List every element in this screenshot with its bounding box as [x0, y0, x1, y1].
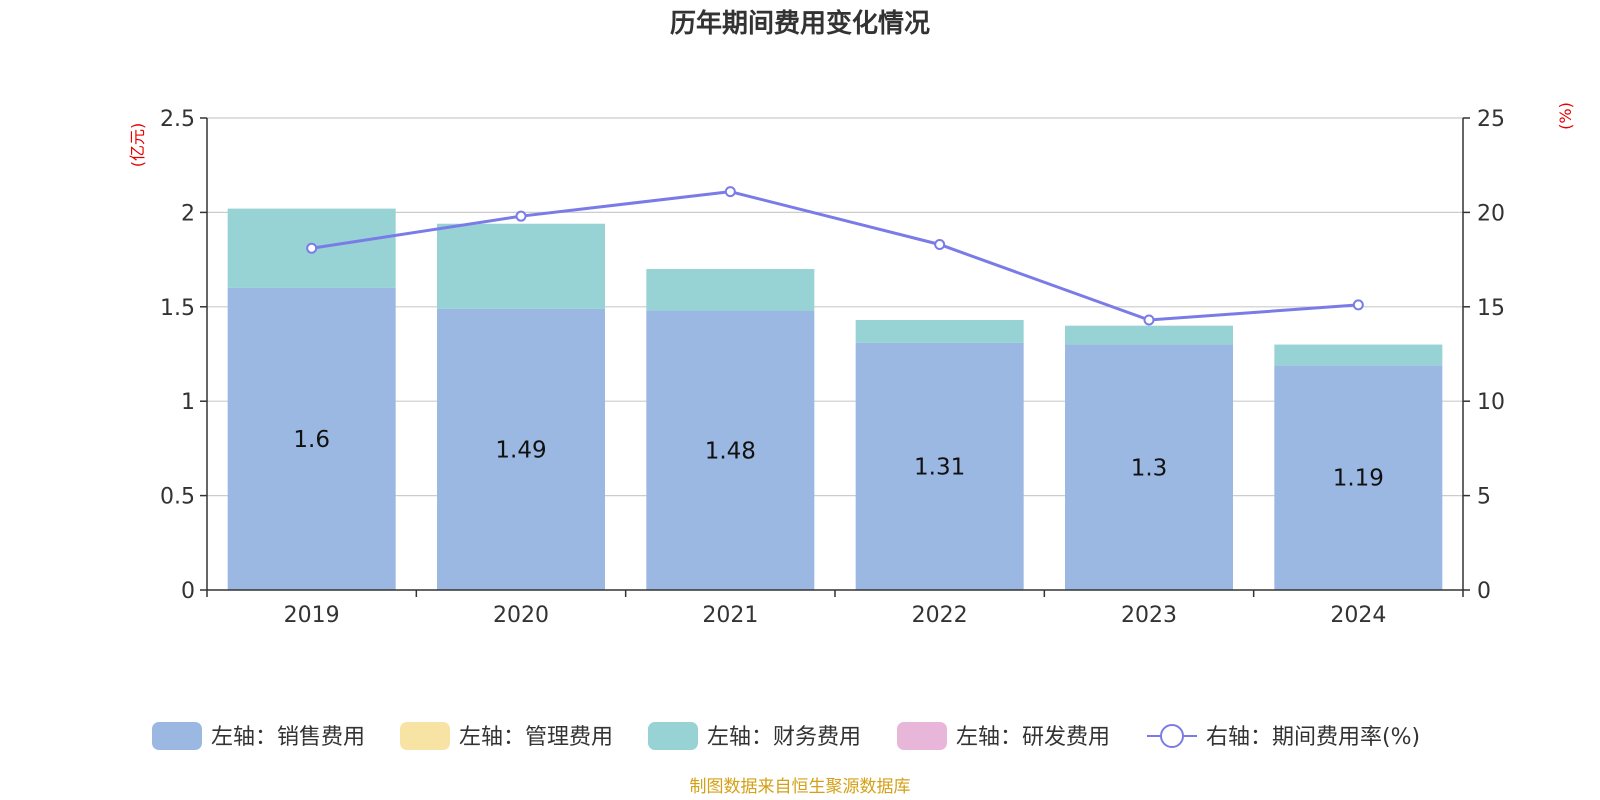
- legend-label[interactable]: 右轴：期间费用率(%): [1206, 725, 1420, 750]
- legend-marker[interactable]: [1160, 724, 1184, 748]
- bar-segment-0: [1065, 344, 1233, 590]
- left-axis-tick-label: 1.5: [160, 296, 195, 321]
- legend-label[interactable]: 左轴：管理费用: [459, 725, 613, 750]
- legend-swatch[interactable]: [152, 722, 202, 750]
- bar-segment-0: [437, 308, 605, 590]
- rate-line: [306, 186, 1364, 326]
- x-axis-tick-label: 2020: [493, 603, 549, 628]
- left-axis-tick-label: 2.5: [160, 107, 195, 132]
- right-axis-tick-label: 0: [1477, 579, 1491, 604]
- x-axis-tick-label: 2019: [284, 603, 340, 628]
- rate-point: [306, 242, 318, 254]
- legend-swatch[interactable]: [648, 722, 698, 750]
- left-axis-unit: (亿元): [128, 123, 147, 168]
- x-axis-tick-label: 2021: [702, 603, 758, 628]
- rate-line-path: [311, 190, 1359, 322]
- x-axis-tick-label: 2022: [912, 603, 968, 628]
- right-axis-tick-label: 25: [1477, 107, 1505, 132]
- right-axis-tick-label: 20: [1477, 201, 1505, 226]
- legend-swatch[interactable]: [897, 722, 947, 750]
- bar-segment-0: [646, 310, 815, 590]
- bar-segment-0: [1274, 365, 1443, 590]
- right-axis-unit: (%): [1556, 102, 1575, 130]
- legend-swatch[interactable]: [400, 722, 450, 750]
- bar-data-label: 1.3: [1131, 455, 1168, 481]
- data-labels: 1.6 1.49 1.48 1.31 1.3 1.19: [293, 427, 1384, 492]
- bar-segment-2: [1274, 344, 1443, 366]
- bar-data-label: 1.6: [293, 427, 330, 453]
- bar-segment-2: [437, 223, 605, 309]
- bar-segment-0: [227, 287, 396, 590]
- rate-point: [724, 186, 736, 198]
- left-axis-tick-label: 2: [181, 201, 195, 226]
- right-axis-tick-label: 5: [1477, 485, 1491, 510]
- source-note: 制图数据来自恒生聚源数据库: [690, 777, 911, 797]
- rate-point: [1352, 299, 1364, 311]
- bar-data-label: 1.31: [914, 454, 965, 480]
- rate-point: [1143, 314, 1155, 326]
- x-axis-tick-label: 2024: [1330, 603, 1386, 628]
- chart-title: 历年期间费用变化情况: [670, 8, 930, 39]
- bar-segment-0: [855, 342, 1024, 590]
- legend-label[interactable]: 左轴：财务费用: [707, 725, 861, 750]
- legend: 左轴：销售费用 左轴：管理费用 左轴：财务费用 左轴：研发费用 右轴：期间费用率(%): [152, 722, 1420, 750]
- bar-segment-2: [855, 320, 1024, 343]
- bar-segment-2: [646, 269, 815, 311]
- left-axis-tick-label: 0: [181, 579, 195, 604]
- bar-data-label: 1.48: [705, 438, 756, 464]
- bar-data-label: 1.49: [495, 437, 546, 463]
- rate-point: [934, 238, 946, 250]
- axes: 0 0.5 1 1.5 2 2.5 0 5 10 15 20 25 2019 2020 2021 2022 20…: [160, 107, 1505, 628]
- bar-segment-2: [1065, 325, 1233, 345]
- bar-data-label: 1.19: [1333, 466, 1384, 492]
- right-axis-tick-label: 10: [1477, 390, 1505, 415]
- rate-point: [515, 210, 527, 222]
- legend-label[interactable]: 左轴：研发费用: [956, 725, 1110, 750]
- grid: [207, 117, 1463, 497]
- left-axis-tick-label: 1: [181, 390, 195, 415]
- bars: [227, 208, 1443, 590]
- legend-label[interactable]: 左轴：销售费用: [211, 725, 365, 750]
- x-axis-tick-label: 2023: [1121, 603, 1177, 628]
- left-axis-tick-label: 0.5: [160, 485, 195, 510]
- right-axis-tick-label: 15: [1477, 296, 1505, 321]
